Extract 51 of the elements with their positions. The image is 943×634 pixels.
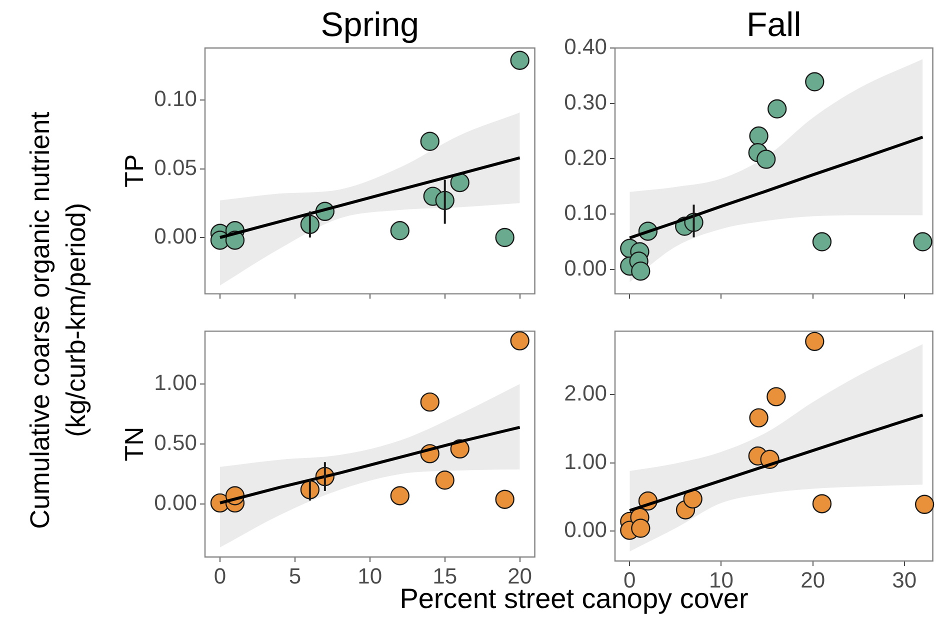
y-tick-label: 0.10 <box>154 86 197 112</box>
point <box>495 490 514 509</box>
point <box>683 489 702 509</box>
chart-title: Fall <box>746 6 802 44</box>
x-tick-label: 5 <box>288 563 302 588</box>
point <box>805 72 824 92</box>
point <box>914 494 934 514</box>
point <box>749 126 768 146</box>
y-tick-label: 0.00 <box>154 490 197 516</box>
y-tick-label: 0.20 <box>564 144 607 170</box>
point <box>631 262 650 281</box>
y-tick-label: 0.50 <box>154 430 197 456</box>
y-tick-label: 2.00 <box>564 380 607 406</box>
y-tick-label: 0.30 <box>564 89 607 114</box>
x-tick-label: 30 <box>892 567 917 592</box>
point <box>420 392 440 412</box>
point <box>812 232 832 252</box>
point <box>390 221 410 240</box>
point <box>420 132 440 151</box>
y-tick-label: 0.00 <box>564 517 607 542</box>
text: Cumulative coarse organic nutrient (kg/curb-km/period) <box>24 110 92 530</box>
point <box>631 518 650 538</box>
x-tick-label: 10 <box>708 567 734 592</box>
chart-title: Spring <box>320 6 420 44</box>
x-tick-label: 20 <box>508 563 532 588</box>
x-tick-label: 0 <box>214 563 226 588</box>
point <box>390 486 410 506</box>
y-tick-label: 1.00 <box>154 370 197 396</box>
x-tick-label: 20 <box>800 567 826 592</box>
y-axis-title: TN <box>118 426 149 462</box>
point <box>435 470 454 490</box>
point <box>450 172 470 192</box>
y-tick-label: 0.05 <box>154 154 197 180</box>
x-tick-label: 15 <box>432 563 458 588</box>
point <box>749 408 768 428</box>
point <box>766 387 786 406</box>
point <box>812 494 832 514</box>
point <box>913 232 932 252</box>
point <box>510 331 530 350</box>
y-tick-label: 0.40 <box>564 34 607 60</box>
point <box>768 99 787 118</box>
y-axis-title: TP <box>118 154 149 188</box>
point <box>756 150 776 169</box>
point <box>805 332 824 352</box>
y-tick-label: 1.00 <box>564 448 607 474</box>
y-tick-label: 0.00 <box>564 256 607 281</box>
y-tick-label: 0.10 <box>564 200 607 226</box>
point <box>510 50 530 70</box>
point <box>495 228 514 248</box>
x-tick-label: 10 <box>358 563 382 588</box>
y-tick-label: 0.00 <box>154 224 197 249</box>
